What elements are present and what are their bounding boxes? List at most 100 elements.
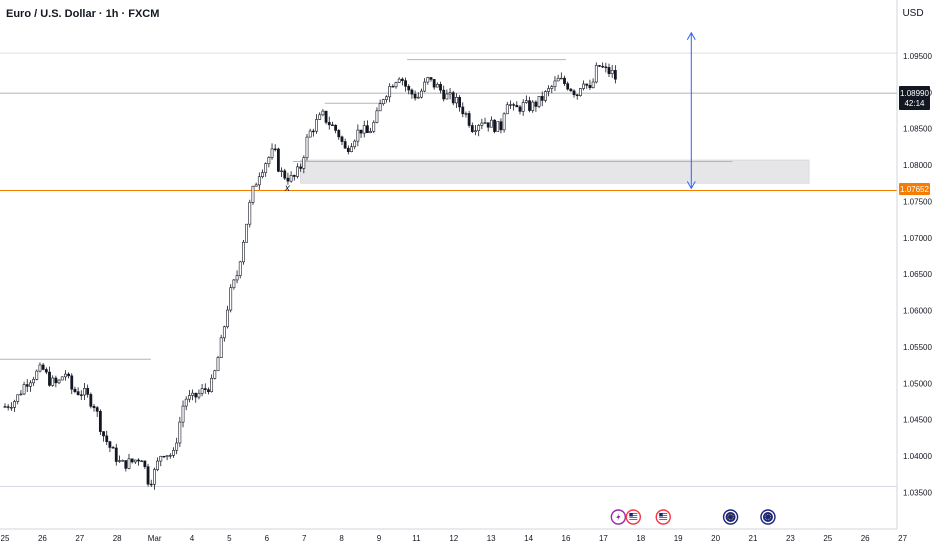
event-markers[interactable] [610,509,776,525]
candle-body [79,394,83,396]
candle-body [610,70,614,74]
y-tick-label: 1.09500 [903,52,932,61]
candle-body [6,406,10,408]
candle-body [213,370,217,379]
candle-body [502,113,506,131]
candle-body [267,157,271,164]
candle-body [601,65,605,68]
candle-body [404,80,407,87]
demand-zone[interactable] [300,159,810,184]
candle-body [60,376,64,381]
us-flag-icon[interactable] [655,509,671,525]
us-flag-icon[interactable] [625,509,642,525]
level-price-value: 1.07652 [900,185,929,194]
candle-body [445,93,449,100]
candle-body [613,70,617,80]
candle-body [407,85,411,91]
x-tick-label: Mar [148,534,162,543]
candle-body [207,389,210,393]
y-tick-label: 1.08000 [903,161,932,170]
candle-body [232,279,236,289]
candle-body [216,357,220,372]
candle-body [455,97,458,104]
arrow-head-up [686,31,696,40]
candle-body [19,393,23,396]
eu-flag-icon[interactable] [722,509,739,525]
candle-body [54,377,58,384]
x-tick-label: 26 [861,534,870,543]
x-tick-label: 23 [786,534,795,543]
candle-body [168,455,172,457]
candle-body [435,84,439,88]
candle-body [416,96,420,99]
x-tick-label: 25 [823,534,832,543]
candle-body [515,105,519,108]
candle-body [550,86,554,89]
y-tick-label: 1.03500 [903,488,932,497]
candle-body [283,170,287,179]
candle-body [57,379,61,384]
candle-body [451,92,455,104]
candle-body [318,114,322,120]
candle-body [458,97,461,108]
candle-body [350,146,353,153]
candle-body [289,175,293,182]
candle-body [64,373,67,378]
candle-body [219,337,223,358]
candle-body [566,83,570,90]
candle-body [118,460,121,462]
candle-body [337,130,341,138]
candle-body [172,450,175,456]
candle-body [16,394,20,402]
candle-body [470,125,474,132]
candle-body [73,388,77,392]
candle-body [273,148,277,150]
candle-body [391,86,395,88]
candle-body [375,110,379,123]
candle-body [321,110,325,116]
candle-body [585,83,589,86]
projection-arrow[interactable] [686,31,696,190]
candle-body [153,469,156,485]
lightning-glyph [616,513,621,521]
x-tick-label: 27 [898,534,907,543]
candle-body [499,121,503,131]
candle-body [191,392,194,396]
eu-flag-icon[interactable] [760,509,776,525]
y-tick-label: 1.07500 [903,197,932,206]
candle-body [346,147,350,153]
currency-selector[interactable]: USD [902,7,924,19]
candle-body [108,441,112,448]
candle-body [229,287,233,311]
lightning-icon[interactable] [610,509,627,525]
candle-body [509,104,512,106]
candle-body [9,407,13,409]
candle-body [299,166,303,169]
x-tick-label: 6 [265,534,270,543]
candle-body [270,148,274,158]
candle-body [280,170,283,172]
candle-body [200,388,204,394]
candle-body [547,88,551,92]
x-tick-label: 19 [674,534,683,543]
time-axis[interactable]: 25 26 27 28 Mar 4 5 6 7 8 9 11 12 13 14 16 17 18 19 20 21 23 2… [0,528,932,543]
candle-body [102,431,105,437]
candles[interactable] [3,62,617,490]
candle-body [92,406,96,408]
candle-body [105,435,109,442]
candle-body [524,100,528,103]
x-tick-label: 25 [1,534,10,543]
candle-body [149,483,153,486]
price-axis[interactable]: 1.095001.090001.085001.080001.075001.070… [896,0,932,529]
candle-body [308,130,312,138]
drawn-lines[interactable] [0,59,733,360]
candle-body [32,379,36,384]
candle-body [553,80,557,87]
candle-body [410,89,414,95]
candle-body [127,458,131,469]
candle-body [296,166,299,177]
candle-body [480,122,484,126]
candle-body [235,275,239,281]
candle-body [156,460,159,470]
